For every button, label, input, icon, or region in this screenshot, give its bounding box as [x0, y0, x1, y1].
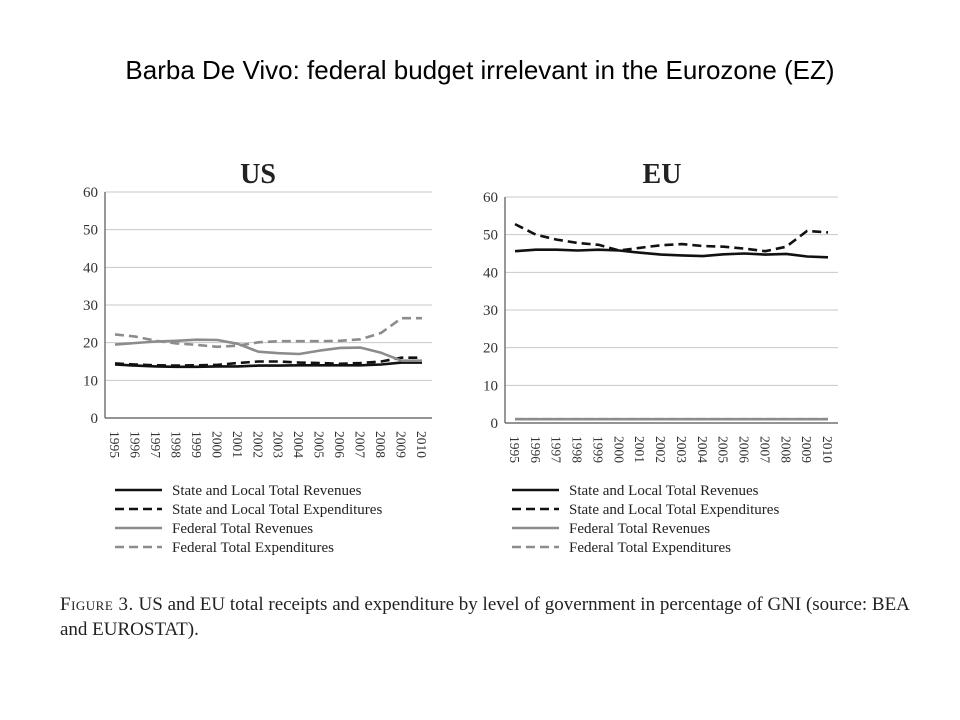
eu-x-tick-label: 2001: [632, 436, 647, 463]
eu-x-tick-label: 1995: [507, 436, 522, 463]
eu-y-tick-label: 60: [483, 190, 498, 206]
figure-caption: Figure 3. US and EU total receipts and e…: [60, 592, 910, 642]
us-y-tick-label: 20: [83, 336, 98, 352]
us-x-tick-label: 1995: [107, 431, 122, 458]
us-series-line-3: [114, 338, 422, 363]
eu-x-tick-label: 2000: [611, 436, 626, 463]
eu-x-tick-label: 2004: [695, 436, 710, 463]
us-x-tick-label: 2004: [291, 431, 306, 458]
us-y-tick-label: 30: [83, 298, 98, 314]
us-x-tick-label: 2001: [230, 431, 245, 458]
eu-chart: EU 0 10 20 30 40 50 60 1995 1996 1997 1998 1999 2000 2…: [483, 159, 838, 556]
eu-x-tick-label: 2007: [757, 436, 772, 463]
eu-y-tick-label: 20: [483, 341, 498, 357]
eu-x-tick-label: 2005: [716, 436, 731, 463]
us-x-tick-label: 1999: [189, 431, 204, 458]
eu-chart-title: EU: [643, 159, 682, 190]
us-x-tick-label: 2009: [394, 431, 409, 458]
us-chart: US 0 10 20 30 40 50 60 1995 1996 1997 1998 1999 2000 2…: [83, 159, 432, 556]
us-x-tick-label: 2005: [312, 431, 327, 458]
us-x-tick-label: 2007: [353, 431, 368, 458]
eu-y-tick-label: 50: [483, 228, 498, 244]
eu-x-tick-label: 1997: [549, 436, 564, 463]
eu-y-tick-label: 40: [483, 265, 498, 281]
us-series-line-4: [114, 316, 422, 349]
us-x-tick-label: 2003: [271, 431, 286, 458]
eu-legend: State and Local Total Revenues State and …: [512, 483, 779, 556]
figure-caption-label: Figure 3.: [60, 594, 134, 615]
eu-x-tick-label: 2003: [674, 436, 689, 463]
eu-x-tick-label: 2009: [799, 436, 814, 463]
us-chart-title: US: [240, 159, 276, 190]
eu-x-tick-label: 1996: [528, 436, 543, 463]
us-legend: State and Local Total Revenues State and …: [115, 483, 382, 556]
eu-x-tick-label: 1998: [570, 436, 585, 463]
slide-title: Barba De Vivo: federal budget irrelevant…: [125, 55, 835, 85]
us-x-tick-label: 1997: [148, 431, 163, 458]
us-x-tick-label: 1996: [127, 431, 142, 458]
us-x-tick-label: 1998: [168, 431, 183, 458]
us-x-tick-label: 2008: [373, 431, 388, 458]
eu-x-tick-label: 2006: [737, 436, 752, 463]
us-legend-label: State and Local Total Revenues: [172, 483, 362, 499]
us-series-line-2: [114, 356, 422, 367]
us-y-tick-label: 50: [83, 223, 98, 239]
us-x-tick-label: 2002: [250, 431, 265, 458]
us-x-tick-label: 2010: [414, 431, 429, 458]
eu-x-tick-label: 1999: [590, 436, 605, 463]
us-legend-label: State and Local Total Expenditures: [172, 502, 382, 518]
us-legend-label: Federal Total Revenues: [172, 521, 313, 537]
eu-x-tick-label: 2010: [820, 436, 835, 463]
us-series-line-1: [114, 361, 422, 369]
eu-legend-label: State and Local Total Expenditures: [569, 502, 779, 518]
us-y-tick-label: 10: [83, 373, 98, 389]
us-y-tick-label: 0: [91, 411, 99, 427]
eu-legend-label: State and Local Total Revenues: [569, 483, 759, 499]
us-y-tick-label: 40: [83, 260, 98, 276]
eu-y-tick-label: 10: [483, 378, 498, 394]
us-x-tick-label: 2006: [332, 431, 347, 458]
eu-y-tick-label: 0: [491, 416, 499, 432]
eu-series-line-2: [514, 222, 829, 253]
eu-legend-label: Federal Total Expenditures: [569, 540, 731, 556]
eu-x-tick-label: 2008: [778, 436, 793, 463]
eu-y-tick-label: 30: [483, 303, 498, 319]
eu-legend-label: Federal Total Revenues: [569, 521, 710, 537]
us-y-tick-label: 60: [83, 185, 98, 201]
us-legend-label: Federal Total Expenditures: [172, 540, 334, 556]
figure-caption-text: US and EU total receipts and expenditure…: [60, 594, 909, 640]
eu-series-line-1: [514, 248, 829, 259]
us-x-tick-label: 2000: [209, 431, 224, 458]
eu-x-tick-label: 2002: [653, 436, 668, 463]
